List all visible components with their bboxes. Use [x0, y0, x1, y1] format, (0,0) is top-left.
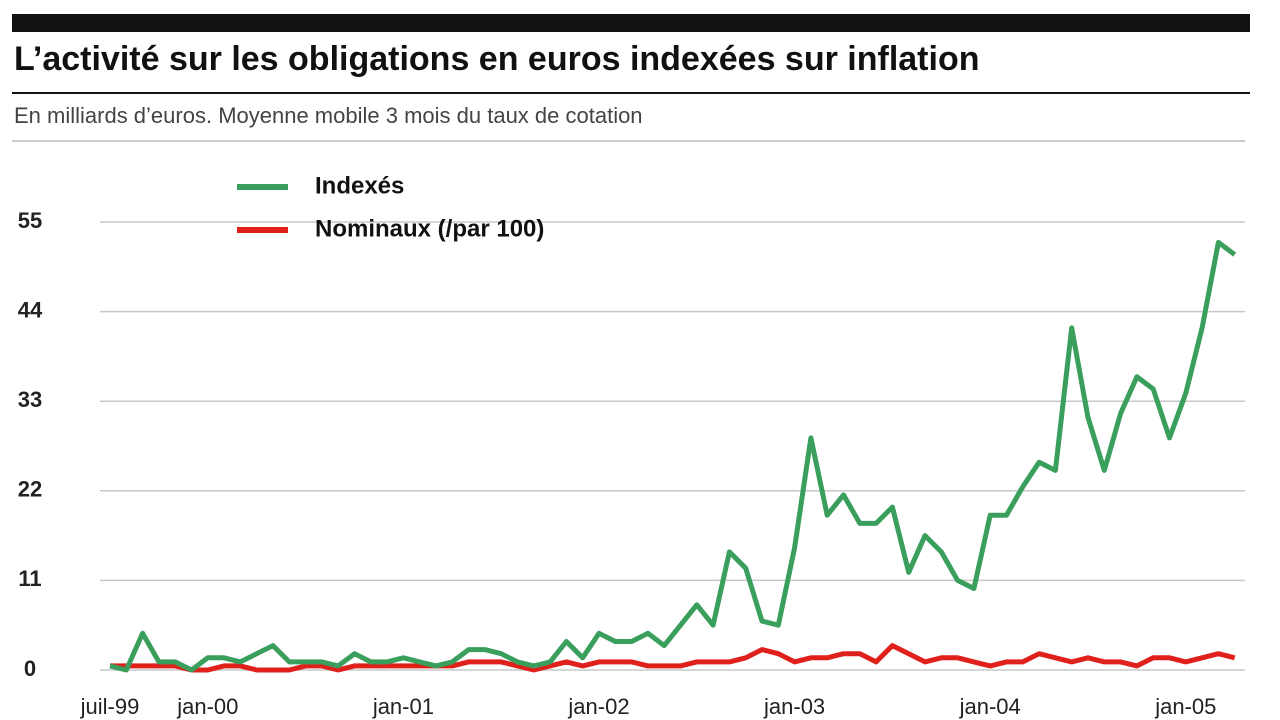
x-tick-label: jan-05 [1154, 694, 1216, 719]
legend-label: Indexés [315, 172, 404, 199]
x-tick-label: jan-04 [959, 694, 1021, 719]
y-tick-label: 0 [24, 656, 36, 681]
chart-subtitle: En milliards d’euros. Moyenne mobile 3 m… [14, 103, 643, 128]
x-tick-label: jan-02 [567, 694, 629, 719]
y-tick-label: 33 [18, 387, 42, 412]
y-tick-label: 11 [18, 566, 41, 591]
x-tick-label: jan-00 [176, 694, 238, 719]
x-tick-label: juil-99 [80, 694, 140, 719]
y-tick-label: 55 [18, 208, 42, 233]
chart-title: L’activité sur les obligations en euros … [14, 40, 979, 78]
x-tick-label: jan-03 [763, 694, 825, 719]
y-tick-label: 44 [18, 297, 43, 322]
x-tick-label: jan-01 [372, 694, 434, 719]
y-tick-label: 22 [18, 477, 42, 502]
top-bar [12, 14, 1250, 32]
series-line [109, 239, 1237, 673]
series-line [110, 643, 1236, 673]
legend-label: Nominaux (/par 100) [315, 215, 544, 242]
